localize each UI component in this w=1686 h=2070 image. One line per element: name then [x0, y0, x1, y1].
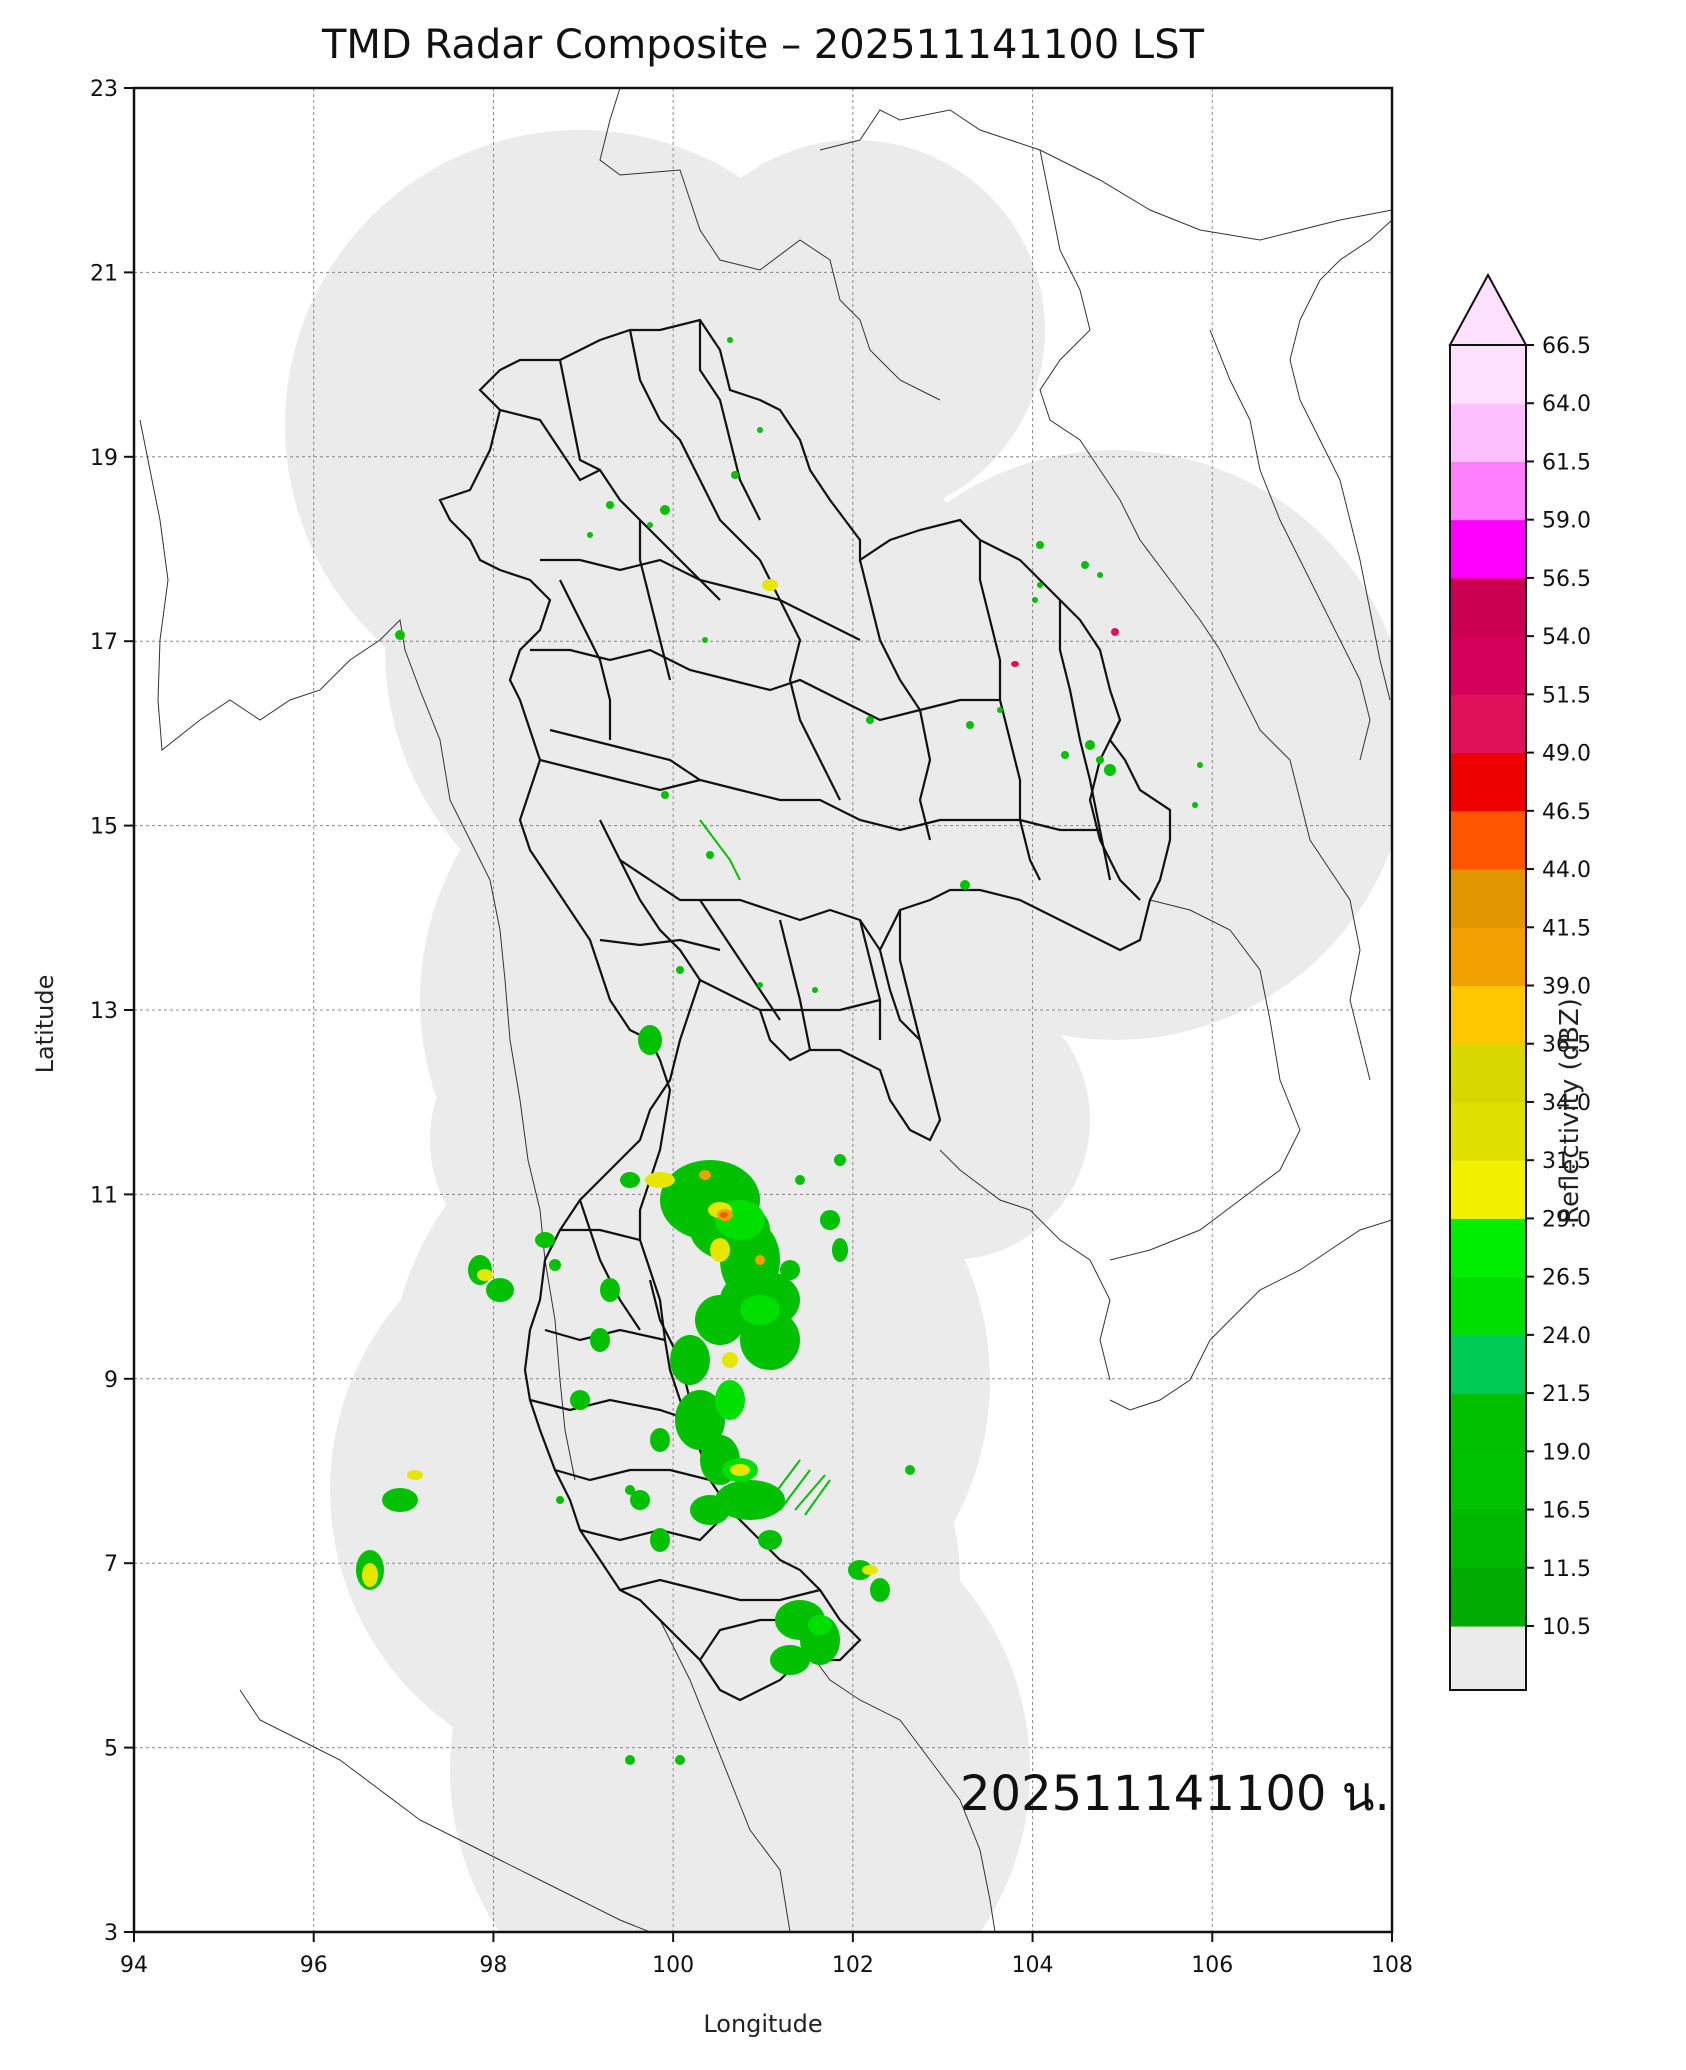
- colorbar-tick-label: 26.5: [1542, 1266, 1591, 1291]
- y-tick-label: 17: [90, 630, 118, 655]
- x-tick-label: 96: [300, 1953, 328, 1978]
- colorbar-tick-label: 41.5: [1542, 916, 1591, 941]
- colorbar-band: [1450, 1393, 1526, 1452]
- colorbar-band: [1450, 1334, 1526, 1394]
- y-tick-label: 11: [90, 1183, 118, 1208]
- colorbar-band: [1450, 694, 1526, 754]
- colorbar-tick-label: 24.0: [1542, 1324, 1591, 1349]
- colorbar-tick-label: 16.5: [1542, 1499, 1591, 1524]
- x-axis-ticks: 94 96 98 100 102 104 106 108: [120, 1932, 1413, 1978]
- colorbar-band: [1450, 636, 1526, 695]
- colorbar-tick-label: 49.0: [1542, 742, 1591, 767]
- colorbar-band: [1450, 461, 1526, 521]
- colorbar-band: [1450, 1451, 1526, 1511]
- colorbar-frame: [1449, 344, 1527, 1691]
- colorbar-band: [1450, 985, 1526, 1045]
- y-axis-ticks: 3 5 7 9 11 13 15 17 19 21 23: [90, 77, 134, 1946]
- colorbar-tick-label: 10.5: [1542, 1615, 1591, 1640]
- colorbar-band: [1450, 1160, 1526, 1219]
- colorbar-tick-label: 19.0: [1542, 1440, 1591, 1465]
- colorbar-tick-label: 59.0: [1542, 509, 1591, 534]
- colorbar: 10.5 11.5 16.5 19.0 21.5 24.0 26.5 29.0 31.5 34.0…: [1448, 272, 1591, 1691]
- y-tick-label: 3: [104, 1921, 118, 1946]
- colorbar-tick-label: 61.5: [1542, 450, 1591, 475]
- colorbar-band: [1450, 1218, 1526, 1278]
- colorbar-label: Reflectivity (dBZ): [1555, 998, 1585, 1224]
- colorbar-tick-label: 66.5: [1542, 334, 1591, 359]
- colorbar-tick-label: 46.5: [1542, 800, 1591, 825]
- x-tick-label: 106: [1191, 1953, 1233, 1978]
- y-tick-label: 23: [90, 77, 118, 102]
- y-axis-label: Latitude: [31, 974, 59, 1074]
- x-tick-label: 102: [832, 1953, 874, 1978]
- colorbar-under-band: [1450, 1626, 1526, 1690]
- colorbar-band: [1450, 1101, 1526, 1161]
- y-tick-label: 9: [104, 1368, 118, 1393]
- colorbar-tick-label: 56.5: [1542, 567, 1591, 592]
- colorbar-band: [1450, 1276, 1526, 1336]
- province-boundaries: [438, 318, 1172, 1702]
- colorbar-band: [1450, 577, 1526, 637]
- colorbar-band: [1450, 927, 1526, 986]
- colorbar-tick-label: 64.0: [1542, 392, 1591, 417]
- colorbar-tick-label: 51.5: [1542, 683, 1591, 708]
- y-tick-label: 15: [90, 815, 118, 840]
- colorbar-band: [1450, 519, 1526, 579]
- x-tick-label: 104: [1012, 1953, 1054, 1978]
- colorbar-band: [1450, 1567, 1526, 1627]
- reflectivity-echoes: [356, 337, 1203, 1765]
- colorbar-band: [1450, 345, 1526, 404]
- x-tick-label: 94: [120, 1953, 148, 1978]
- figure-title: TMD Radar Composite – 202511141100 LST: [321, 22, 1205, 68]
- colorbar-tick-label: 34.0: [1542, 1091, 1591, 1116]
- y-tick-label: 21: [90, 261, 118, 286]
- colorbar-extend-arrow: [1448, 272, 1528, 346]
- colorbar-band: [1450, 1509, 1526, 1569]
- colorbar-tick-label: 21.5: [1542, 1382, 1591, 1407]
- colorbar-band: [1450, 752, 1526, 812]
- y-tick-label: 7: [104, 1552, 118, 1577]
- colorbar-band: [1450, 1043, 1526, 1103]
- y-tick-label: 13: [90, 999, 118, 1024]
- x-axis-label: Longitude: [703, 2010, 823, 2038]
- x-tick-label: 108: [1371, 1953, 1413, 1978]
- colorbar-tick-label: 44.0: [1542, 858, 1591, 883]
- country-borders: [139, 88, 1392, 1932]
- colorbar-band: [1450, 810, 1526, 870]
- map-grid: [134, 88, 1392, 1932]
- colorbar-tick-label: 29.0: [1542, 1207, 1591, 1232]
- timestamp-label: 202511141100 น.: [960, 1766, 1390, 1822]
- colorbar-tick-label: 36.5: [1542, 1033, 1591, 1058]
- colorbar-band: [1450, 869, 1526, 928]
- colorbar-band: [1450, 403, 1526, 462]
- colorbar-tick-label: 54.0: [1542, 625, 1591, 650]
- colorbar-tick-label: 31.5: [1542, 1149, 1591, 1174]
- colorbar-tick-label: 11.5: [1542, 1557, 1591, 1582]
- x-tick-label: 98: [479, 1953, 507, 1978]
- x-tick-label: 100: [652, 1953, 694, 1978]
- y-tick-label: 19: [90, 446, 118, 471]
- y-tick-label: 5: [104, 1737, 118, 1762]
- colorbar-tick-label: 39.0: [1542, 975, 1591, 1000]
